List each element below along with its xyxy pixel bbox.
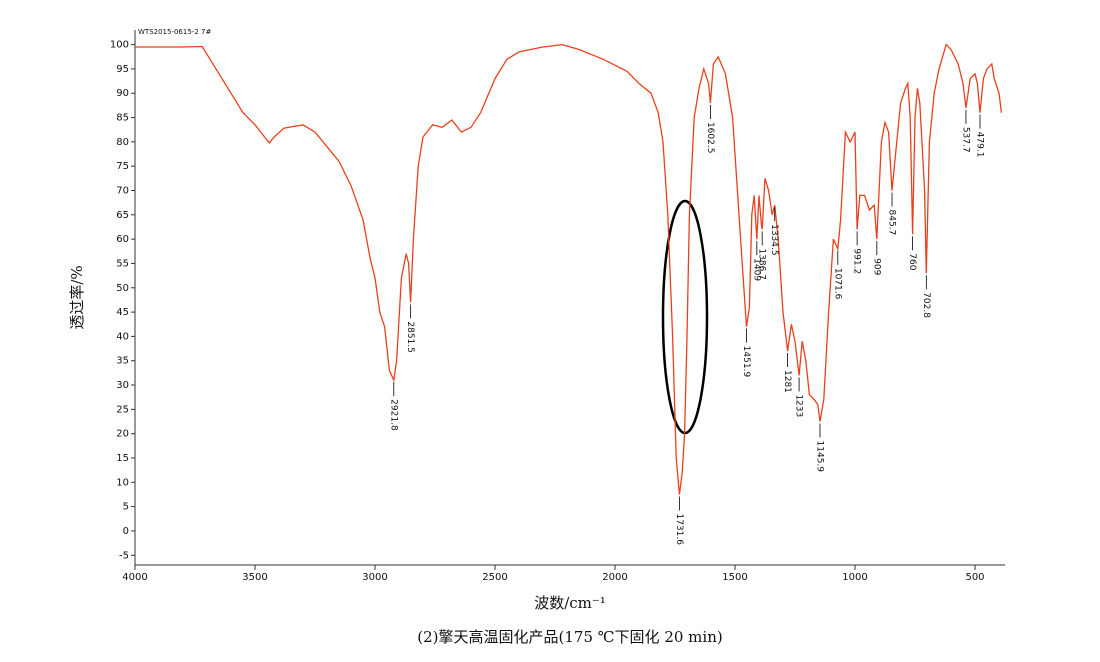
y-tick-label: 15 [116,453,129,464]
x-axis-label: 波数/cm⁻¹ [534,594,606,612]
y-tick-label: 80 [116,137,129,148]
peak-label: 1145.9 [814,441,824,473]
x-tick-label: 3500 [242,572,267,583]
peak-label: 991.2 [852,248,862,274]
y-tick-label: 75 [116,161,129,172]
y-tick-label: 0 [123,526,129,537]
y-tick-label: 50 [116,283,129,294]
peak-label: 1071.6 [832,268,842,300]
y-tick-label: 95 [116,64,129,75]
y-tick-label: 20 [116,429,129,440]
x-tick-label: 500 [965,572,984,583]
peak-label: 909 [871,258,881,275]
y-tick-label: 10 [116,477,129,488]
x-tick-label: 1500 [722,572,747,583]
y-tick-label: 45 [116,307,129,318]
peak-label: 1386.7 [757,248,767,280]
x-tick-label: 2000 [602,572,627,583]
peak-label: 845.7 [887,210,897,236]
x-tick-label: 2500 [482,572,507,583]
y-tick-label: 25 [116,404,129,415]
peak-label: 1281 [782,370,792,393]
y-tick-label: 30 [116,380,129,391]
peak-label: 1233 [794,394,804,417]
x-tick-label: 3000 [362,572,387,583]
series-label: WTS2015-0615-2 7# [138,28,211,36]
y-tick-label: 65 [116,210,129,221]
peak-label: 2921.8 [388,399,398,431]
peak-label: 479.1 [975,132,985,158]
y-tick-label: 90 [116,88,129,99]
peak-label: 2851.5 [405,321,415,353]
peak-label: 537.7 [960,127,970,153]
peak-label: 1451.9 [741,346,751,378]
y-tick-label: 5 [123,502,129,513]
y-tick-label: 40 [116,331,129,342]
y-tick-label: 100 [110,40,129,51]
peak-label: 1334.5 [769,224,779,256]
y-axis-label: 透过率/% [68,265,86,329]
peak-label: 1731.6 [674,513,684,545]
y-tick-label: 70 [116,186,129,197]
peak-label: 760 [907,253,917,270]
y-tick-label: 60 [116,234,129,245]
peak-label: 1409 [751,258,761,281]
y-tick-label: 35 [116,356,129,367]
peak-label: 702.8 [921,292,931,318]
peak-label: 1602.5 [705,122,715,154]
y-tick-label: 85 [116,113,129,124]
y-tick-label: 55 [116,258,129,269]
y-tick-label: -5 [119,550,129,561]
x-tick-label: 1000 [842,572,867,583]
caption: (2)擎天高温固化产品(175 ℃下固化 20 min) [417,628,722,646]
x-tick-label: 4000 [122,572,147,583]
spectrum-line [135,43,1003,495]
